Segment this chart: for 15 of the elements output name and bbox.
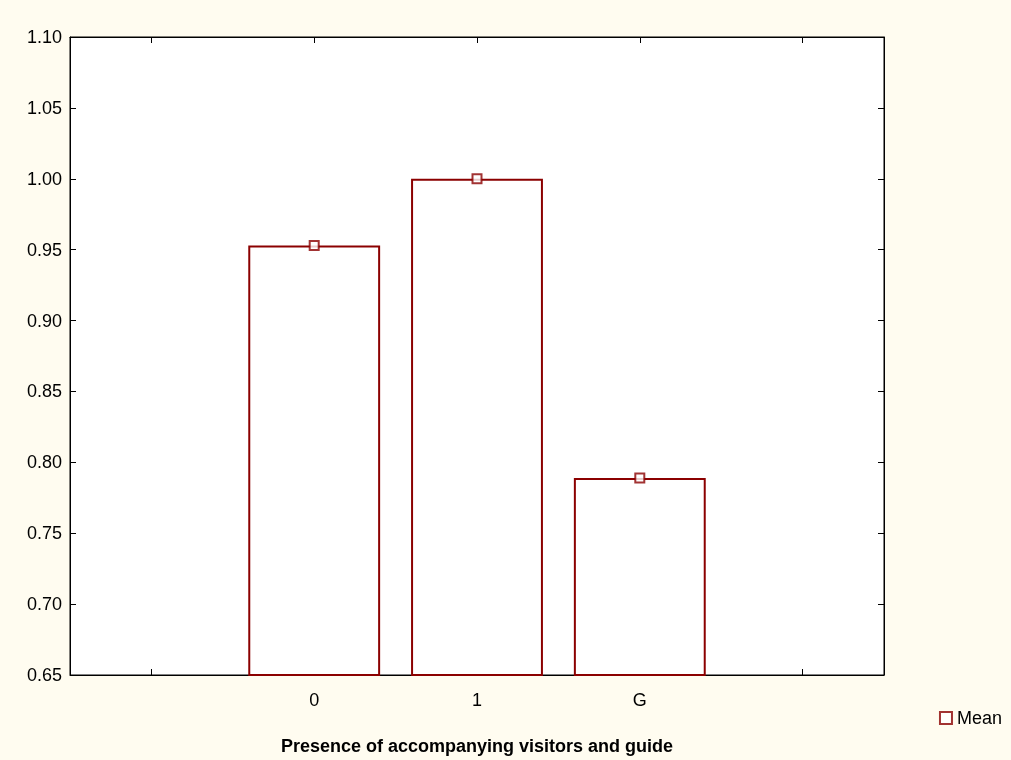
x-tick-label: G (632, 690, 647, 710)
y-tick-label: 0.70 (26, 594, 62, 615)
y-tick-label: 1.05 (26, 97, 62, 118)
y-tick-label: 0.90 (26, 310, 62, 331)
y-tick-label: 0.75 (26, 523, 62, 544)
x-tick-label: 0 (309, 690, 320, 710)
y-tick-label: 0.65 (26, 665, 62, 685)
x-axis-title: Presence of accompanying visitors and guide (280, 736, 674, 756)
y-tick-label: 1.00 (26, 168, 62, 189)
y-tick-label: 0.85 (26, 381, 62, 402)
y-tick-label: 1.10 (26, 27, 62, 47)
y-tick-label: 0.80 (26, 452, 62, 473)
y-tick-label: 0.95 (26, 239, 62, 260)
legend-label: Mean (956, 708, 1002, 728)
x-tick-label: 1 (471, 690, 483, 710)
